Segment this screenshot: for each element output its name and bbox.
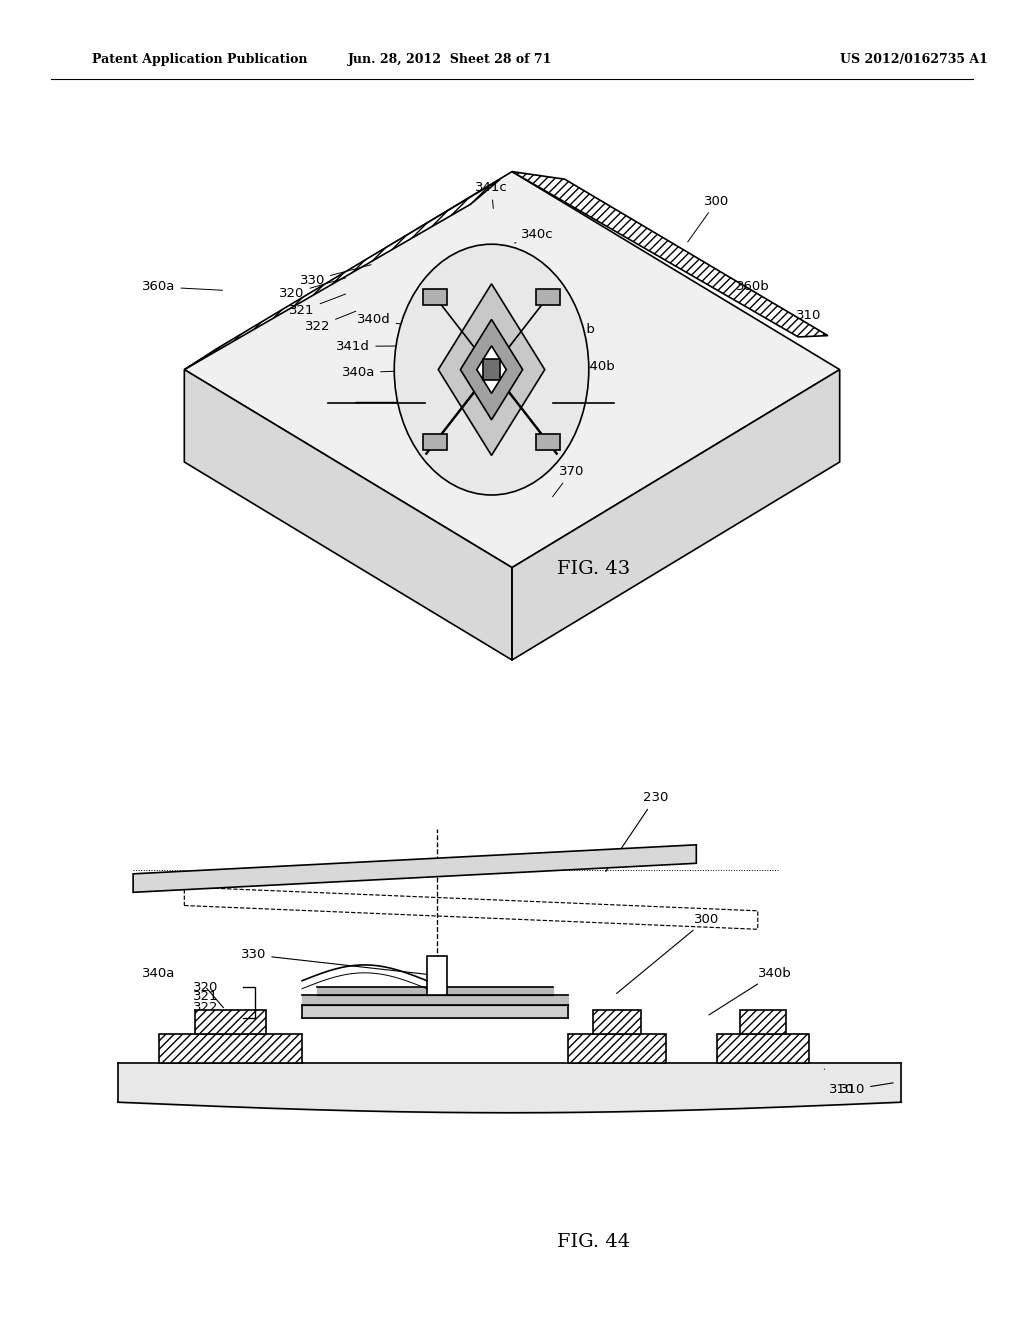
- Polygon shape: [477, 346, 506, 393]
- Text: 300: 300: [688, 194, 729, 242]
- Polygon shape: [423, 289, 447, 305]
- Polygon shape: [184, 172, 840, 568]
- Polygon shape: [512, 172, 827, 337]
- Text: Patent Application Publication: Patent Application Publication: [92, 53, 307, 66]
- Text: 310: 310: [797, 309, 821, 322]
- Text: 230: 230: [606, 791, 668, 871]
- Polygon shape: [427, 956, 447, 995]
- Text: 322: 322: [193, 1001, 218, 1014]
- Text: 341a: 341a: [424, 400, 459, 418]
- Text: 340c: 340c: [515, 227, 554, 243]
- Text: 341c: 341c: [475, 181, 508, 209]
- Text: 341d: 341d: [336, 339, 422, 352]
- Text: FIG. 43: FIG. 43: [557, 560, 631, 578]
- Text: 310: 310: [829, 1082, 855, 1096]
- Text: 320: 320: [193, 981, 218, 994]
- Polygon shape: [423, 434, 447, 450]
- Polygon shape: [184, 180, 501, 370]
- Text: 330: 330: [241, 948, 434, 975]
- Text: 370: 370: [553, 465, 584, 496]
- Text: 321: 321: [290, 294, 345, 317]
- Text: 330: 330: [300, 265, 371, 286]
- Polygon shape: [512, 370, 840, 660]
- Text: 340d: 340d: [357, 313, 437, 330]
- Polygon shape: [159, 1034, 302, 1063]
- Text: 300: 300: [616, 912, 719, 994]
- Polygon shape: [536, 289, 560, 305]
- Polygon shape: [438, 284, 545, 455]
- Text: 370: 370: [495, 428, 519, 453]
- Text: 340a: 340a: [142, 966, 175, 979]
- Polygon shape: [195, 1010, 266, 1034]
- Polygon shape: [717, 1034, 809, 1063]
- Text: US 2012/0162735 A1: US 2012/0162735 A1: [840, 53, 987, 66]
- Polygon shape: [739, 1010, 786, 1034]
- Polygon shape: [133, 845, 696, 892]
- Text: 322: 322: [305, 312, 355, 333]
- Polygon shape: [536, 434, 560, 450]
- Circle shape: [394, 244, 589, 495]
- Polygon shape: [568, 1034, 666, 1063]
- Polygon shape: [593, 1010, 641, 1034]
- Text: 360a: 360a: [142, 280, 222, 293]
- Polygon shape: [184, 370, 512, 660]
- Text: 360b: 360b: [736, 280, 769, 293]
- Text: 310: 310: [840, 1082, 893, 1096]
- Text: 340b: 340b: [709, 966, 792, 1015]
- Text: FIG. 44: FIG. 44: [557, 1233, 631, 1251]
- Text: 320: 320: [280, 279, 345, 300]
- Text: 340a: 340a: [342, 366, 432, 379]
- Polygon shape: [461, 319, 522, 420]
- Text: 321: 321: [193, 990, 218, 1003]
- Text: 340b: 340b: [551, 359, 615, 376]
- Text: 341b: 341b: [545, 322, 596, 345]
- Polygon shape: [483, 359, 500, 380]
- Text: Jun. 28, 2012  Sheet 28 of 71: Jun. 28, 2012 Sheet 28 of 71: [348, 53, 553, 66]
